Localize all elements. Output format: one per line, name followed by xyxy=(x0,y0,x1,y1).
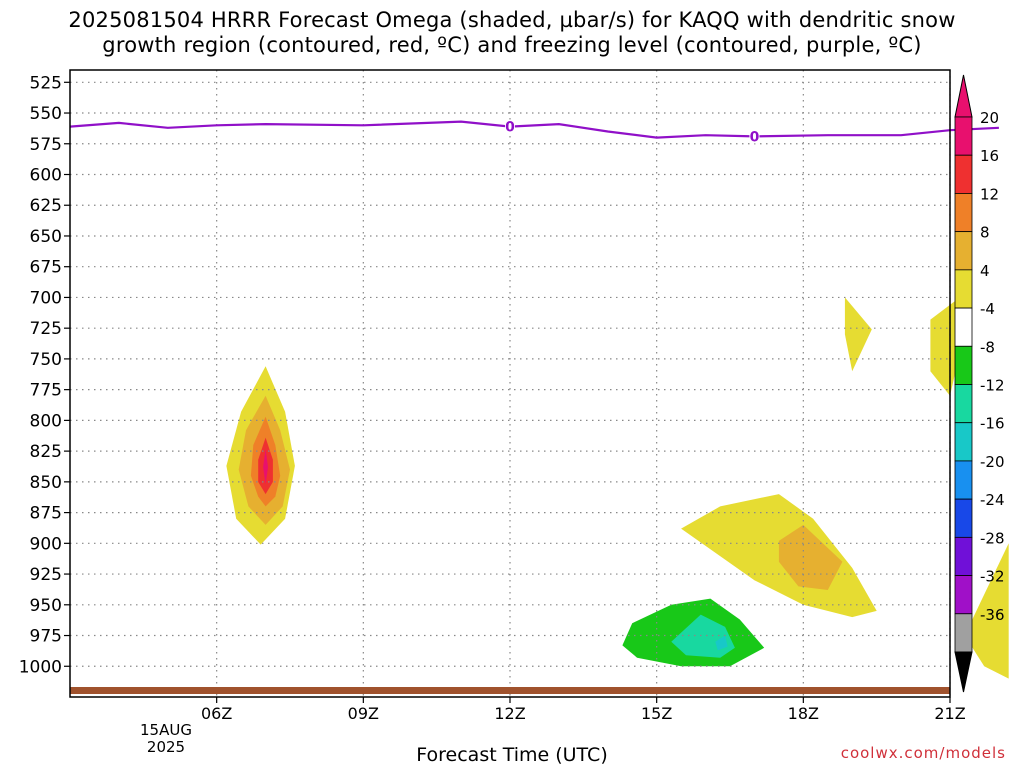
x-tick-label-1: 09Z xyxy=(348,704,379,723)
colorbar-label-8: -16 xyxy=(980,415,1005,433)
date-label-year: 2025 xyxy=(146,738,186,756)
colorbar-swatch-10 xyxy=(954,498,973,538)
colorbar-label-7: -12 xyxy=(980,377,1005,395)
colorbar-bottom-arrow xyxy=(954,651,973,693)
y-tick-label-2: 575 xyxy=(30,135,62,155)
colorbar-label-13: -36 xyxy=(980,606,1005,624)
y-tick-label-14: 875 xyxy=(30,504,62,524)
freezing-level-line xyxy=(69,120,999,139)
colorbar-label-12: -32 xyxy=(980,568,1005,586)
colorbar-label-1: 16 xyxy=(980,147,999,165)
colorbar-top-arrow xyxy=(954,74,973,118)
colorbar-label-11: -28 xyxy=(980,529,1005,547)
x-axis-title: Forecast Time (UTC) xyxy=(416,744,608,766)
y-tick-label-0: 525 xyxy=(30,73,62,93)
x-tick-label-3: 15Z xyxy=(641,704,672,723)
omega-region-12 xyxy=(715,635,728,651)
colorbar-swatch-0 xyxy=(954,116,973,156)
freezing-label-bg-1 xyxy=(749,129,760,144)
colorbar-swatch-9 xyxy=(954,460,973,500)
y-tick-label-1: 550 xyxy=(30,104,62,124)
colorbar-label-6: -8 xyxy=(980,338,995,356)
x-tick-label-0: 06Z xyxy=(201,704,232,723)
y-tick-label-5: 650 xyxy=(30,227,62,247)
colorbar-swatch-13 xyxy=(954,613,973,653)
y-tick-label-11: 800 xyxy=(30,411,62,431)
y-tick-label-18: 975 xyxy=(30,627,62,647)
x-tick-label-4: 18Z xyxy=(788,704,819,723)
colorbar-swatch-3 xyxy=(954,231,973,271)
y-tick-label-7: 700 xyxy=(30,288,62,308)
chart-title-line1: 2025081504 HRRR Forecast Omega (shaded, … xyxy=(68,8,956,32)
date-label-day: 15AUG xyxy=(140,721,192,739)
colorbar-swatch-4 xyxy=(954,269,973,309)
x-tick-label-2: 12Z xyxy=(494,704,525,723)
y-tick-label-12: 825 xyxy=(30,442,62,462)
omega-region-4 xyxy=(263,448,268,485)
colorbar-swatch-7 xyxy=(954,384,973,424)
ground-strip xyxy=(70,687,950,694)
omega-region-8 xyxy=(930,301,960,396)
colorbar: 20 16 12 8 4 -4 -8 -12 -16 -20 -24 -28 -32 -36 xyxy=(954,74,1005,693)
y-tick-label-8: 725 xyxy=(30,319,62,339)
omega-region-7 xyxy=(844,297,872,372)
x-tick-label-5: 21Z xyxy=(934,704,965,723)
y-tick-label-19: 1000 xyxy=(19,657,62,677)
colorbar-label-9: -20 xyxy=(980,453,1005,471)
colorbar-swatch-5 xyxy=(954,307,973,347)
colorbar-label-4: 4 xyxy=(980,262,990,280)
colorbar-swatch-2 xyxy=(954,193,973,233)
y-tick-label-17: 950 xyxy=(30,596,62,616)
omega-shading xyxy=(226,297,1009,679)
colorbar-label-5: -4 xyxy=(980,300,995,318)
y-tick-label-9: 750 xyxy=(30,350,62,370)
colorbar-swatch-12 xyxy=(954,575,973,615)
colorbar-label-0: 20 xyxy=(980,109,999,127)
y-tick-label-6: 675 xyxy=(30,258,62,278)
colorbar-swatch-11 xyxy=(954,536,973,576)
y-tick-label-15: 900 xyxy=(30,534,62,554)
watermark: coolwx.com/models xyxy=(840,744,1006,762)
y-tick-label-4: 625 xyxy=(30,196,62,216)
colorbar-swatch-6 xyxy=(954,345,973,385)
chart-title-line2: growth region (contoured, red, ºC) and f… xyxy=(102,33,922,57)
y-axis: 525 550 575 600 625 650 675 700 725 750 775 800 825 8… xyxy=(19,73,70,677)
y-tick-label-3: 600 xyxy=(30,166,62,186)
colorbar-label-3: 8 xyxy=(980,224,990,242)
y-tick-label-10: 775 xyxy=(30,381,62,401)
y-tick-label-16: 925 xyxy=(30,565,62,585)
x-axis: 06Z 09Z 12Z 15Z 18Z 21Z xyxy=(201,697,966,723)
omega-region-9 xyxy=(964,543,1009,679)
freezing-label-bg-0 xyxy=(505,119,515,134)
colorbar-swatch-8 xyxy=(954,422,973,462)
colorbar-swatch-1 xyxy=(954,154,973,194)
freezing-level-label-1: 0 xyxy=(750,129,760,145)
freezing-level-label-0: 0 xyxy=(505,120,515,136)
y-tick-label-13: 850 xyxy=(30,473,62,493)
colorbar-label-2: 12 xyxy=(980,185,999,203)
colorbar-label-10: -24 xyxy=(980,491,1005,509)
